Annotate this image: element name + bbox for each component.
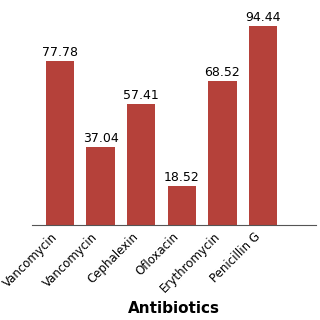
Text: 94.44: 94.44	[245, 11, 281, 24]
Text: 57.41: 57.41	[124, 89, 159, 102]
Bar	[249, 26, 277, 225]
X-axis label: Antibiotics: Antibiotics	[128, 301, 220, 316]
Text: 37.04: 37.04	[83, 132, 118, 145]
Text: 18.52: 18.52	[164, 171, 200, 184]
Bar	[46, 61, 74, 225]
Bar	[208, 81, 237, 225]
Text: 77.78: 77.78	[42, 46, 78, 59]
Bar	[168, 186, 196, 225]
Bar	[127, 104, 156, 225]
Bar	[86, 147, 115, 225]
Text: 68.52: 68.52	[204, 66, 240, 79]
